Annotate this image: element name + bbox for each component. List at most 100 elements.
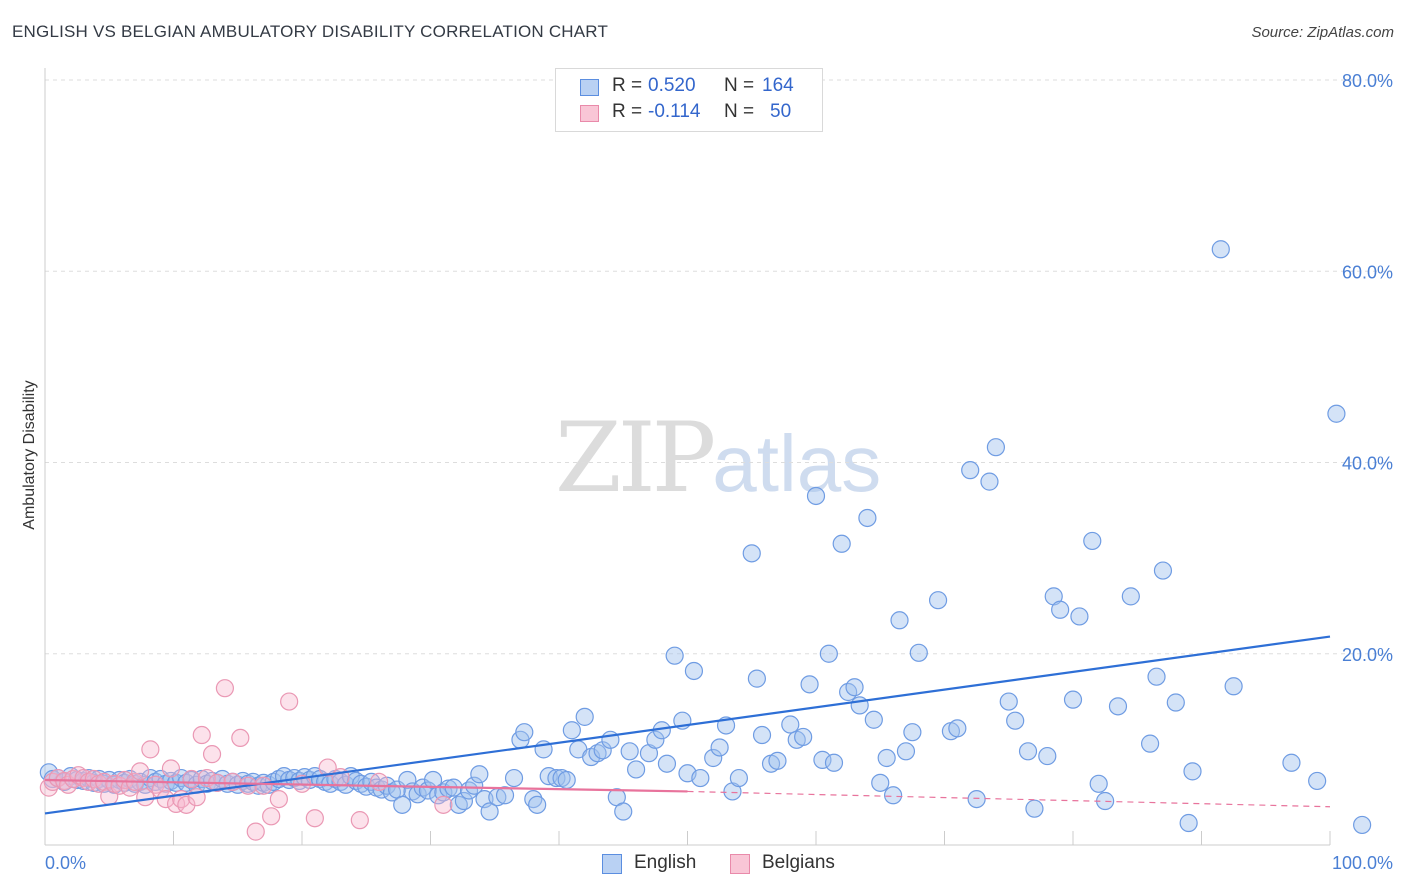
english-point	[1063, 690, 1083, 709]
belgian-point	[215, 679, 234, 698]
english-point	[657, 754, 677, 773]
english-point	[557, 770, 576, 790]
chart-title: ENGLISH VS BELGIAN AMBULATORY DISABILITY…	[12, 22, 609, 41]
english-point	[1147, 667, 1166, 686]
english-point	[890, 611, 909, 630]
belgian-point	[130, 762, 150, 781]
legend-belgians-label: Belgians	[762, 852, 835, 873]
legend-belgians-swatch	[730, 854, 750, 874]
english-point	[614, 802, 633, 821]
english-point	[1282, 753, 1301, 772]
english-point	[1038, 746, 1057, 766]
english-point	[1051, 600, 1070, 619]
belgian-point	[350, 811, 369, 830]
english-point	[620, 742, 639, 761]
english-point	[1018, 742, 1038, 761]
belgian-point	[177, 795, 196, 814]
english-point	[1121, 587, 1140, 606]
y-tick-label: 60.0%	[1342, 262, 1393, 282]
n-value: 164	[762, 75, 794, 96]
belgian-point	[262, 807, 281, 826]
english-point	[684, 661, 704, 681]
english-point	[858, 508, 877, 528]
english-point	[896, 742, 916, 761]
english-point	[845, 678, 864, 697]
stats-box: R = 0.520 N = 164 R = -0.114 N = 50	[555, 68, 823, 132]
english-point	[1108, 697, 1128, 716]
english-point	[704, 748, 723, 768]
watermark-atlas: atlas	[712, 419, 882, 508]
english-point	[575, 707, 594, 726]
english-point	[382, 783, 402, 802]
english-point	[470, 765, 489, 784]
english-point	[691, 768, 710, 788]
english-point	[832, 534, 851, 553]
english-swatch	[580, 79, 599, 96]
r-label: R =	[612, 75, 643, 96]
english-point	[393, 795, 412, 814]
n-label: N =	[724, 101, 755, 122]
english-point	[626, 760, 646, 779]
english-point	[1211, 240, 1230, 259]
english-point	[794, 727, 813, 747]
x-tick-label-min: 0.0%	[45, 853, 86, 873]
belgian-point	[182, 769, 201, 789]
n-value: 50	[770, 101, 792, 122]
english-point	[646, 730, 665, 749]
belgian-point	[305, 809, 324, 828]
belgian-point	[280, 692, 299, 711]
english-point	[1025, 799, 1044, 818]
belgian-trendline-dashed	[687, 790, 1331, 808]
english-point	[1166, 693, 1185, 712]
english-point	[439, 779, 458, 798]
english-point	[1070, 607, 1089, 626]
english-point	[800, 675, 819, 694]
source-label: Source: ZipAtlas.com	[1251, 24, 1394, 41]
y-tick-label: 40.0%	[1342, 454, 1393, 474]
english-point	[986, 438, 1006, 457]
english-point	[1140, 734, 1160, 753]
english-point	[806, 486, 826, 506]
x-tick-label-max: 100.0%	[1332, 853, 1393, 873]
english-point	[588, 744, 607, 763]
english-point	[980, 472, 999, 491]
belgian-point	[141, 740, 160, 759]
y-tick-label: 20.0%	[1342, 645, 1393, 665]
belgian-point	[318, 758, 337, 777]
english-point	[768, 751, 787, 770]
english-point	[813, 750, 832, 769]
english-point	[819, 644, 838, 663]
english-point	[928, 591, 948, 610]
english-point	[1308, 771, 1327, 791]
belgian-point	[161, 759, 181, 778]
english-point	[967, 789, 986, 809]
english-point	[454, 791, 474, 811]
english-point	[1083, 531, 1102, 551]
english-point	[999, 692, 1018, 711]
english-trendline	[44, 635, 1331, 815]
r-value: 0.520	[648, 75, 696, 96]
belgian-point	[136, 788, 155, 807]
y-tick-label: 80.0%	[1342, 71, 1393, 91]
english-point	[480, 802, 499, 821]
english-point	[961, 461, 980, 480]
english-point	[877, 748, 896, 768]
belgian-trendline-solid	[44, 778, 688, 793]
english-point	[1224, 677, 1243, 696]
english-point	[747, 669, 766, 688]
english-point	[665, 646, 684, 665]
n-label: N =	[724, 75, 755, 96]
r-label: R =	[612, 101, 643, 122]
english-point	[729, 768, 749, 788]
belgian-point	[156, 789, 175, 809]
english-point	[1327, 404, 1346, 423]
english-point	[495, 786, 515, 805]
english-point	[515, 723, 534, 742]
english-point	[824, 753, 844, 772]
legend-english-swatch	[602, 854, 622, 874]
english-point	[1089, 774, 1108, 793]
belgian-point	[202, 745, 222, 764]
english-point	[781, 715, 800, 734]
english-point	[1153, 561, 1173, 580]
